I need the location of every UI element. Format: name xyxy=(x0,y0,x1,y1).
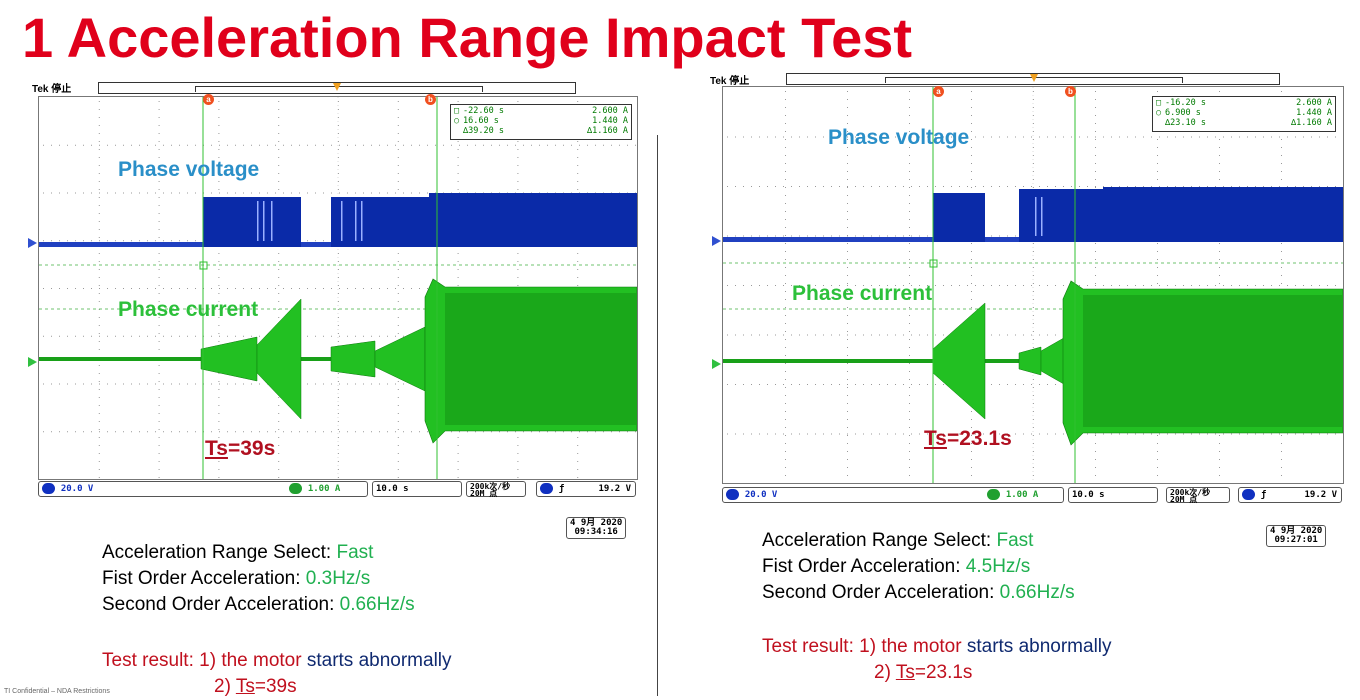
left-test-params: Acceleration Range Select: Fast Fist Ord… xyxy=(102,540,415,618)
ch4-scale: 1.00 A xyxy=(1005,490,1039,500)
trigger-level: 19.2 V xyxy=(1304,490,1337,500)
sample-rate-box[interactable]: 200k次/秒 20M 点 xyxy=(466,481,526,498)
oscilloscope-grid xyxy=(722,86,1344,484)
second-order-line: Second Order Acceleration: 0.66Hz/s xyxy=(102,594,415,615)
ch1-ground-marker[interactable] xyxy=(28,238,37,248)
slide-title: 1 Acceleration Range Impact Test xyxy=(22,6,913,69)
accel-range-line: Acceleration Range Select: Fast xyxy=(102,542,374,563)
timestamp-box: 4 9月 2020 09:34:16 xyxy=(566,517,627,539)
phase-current-label: Phase current xyxy=(118,298,259,321)
ch4-scale: 1.00 A xyxy=(307,484,341,494)
ch4-ground-marker[interactable] xyxy=(28,357,37,367)
ch1-scale: 20.0 V xyxy=(744,490,778,500)
cursor-readout: □ -22.60 s 2.600 A ○ 16.60 s 1.440 A ∆39.20 … xyxy=(450,104,632,140)
accel-range-line: Acceleration Range Select: Fast xyxy=(762,530,1034,551)
right-test-params: Acceleration Range Select: Fast Fist Ord… xyxy=(762,528,1075,606)
left-test-result: Test result: 1) the motor starts abnorma… xyxy=(102,650,452,697)
phase-current-trace xyxy=(723,280,1343,446)
cursor-a-marker xyxy=(929,259,938,268)
phase-voltage-trace xyxy=(39,193,637,247)
cursor-readout: □ -16.20 s 2.600 A ○ 6.900 s 1.440 A ∆23.10 … xyxy=(1152,96,1336,132)
cursor-b-label[interactable]: b xyxy=(425,94,436,105)
ch1-ground-marker[interactable] xyxy=(712,236,721,246)
phase-voltage-label: Phase voltage xyxy=(828,126,970,149)
trigger-slope-icon: ƒ xyxy=(558,484,565,494)
phase-voltage-label: Phase voltage xyxy=(118,158,260,181)
phase-current-label: Phase current xyxy=(792,282,933,305)
cursor-a-label[interactable]: a xyxy=(203,94,214,105)
waveform-display xyxy=(39,97,637,479)
timebase-box[interactable]: 10.0 s xyxy=(1068,487,1158,503)
ch4-badge: 4 xyxy=(987,489,1000,500)
cursor-a-marker xyxy=(199,261,208,270)
trigger-level: 19.2 V xyxy=(598,484,631,494)
record-bar xyxy=(786,73,1280,85)
oscilloscope-grid xyxy=(38,96,638,480)
phase-voltage-trace xyxy=(723,187,1343,242)
trigger-channel-badge: 1 xyxy=(1242,489,1255,500)
waveform-display xyxy=(723,87,1343,483)
scope-status-label: Tek 停止 xyxy=(710,76,750,87)
phase-current-trace xyxy=(39,278,637,444)
first-order-line: Fist Order Acceleration: 4.5Hz/s xyxy=(762,556,1031,577)
second-order-line: Second Order Acceleration: 0.66Hz/s xyxy=(762,582,1075,603)
channel-scale-box[interactable]: 1 20.0 V 4 1.00 A xyxy=(722,487,1064,503)
ch1-badge: 1 xyxy=(726,489,739,500)
cursor-a-label[interactable]: a xyxy=(933,86,944,97)
cursor-b-label[interactable]: b xyxy=(1065,86,1076,97)
record-bar xyxy=(98,82,576,94)
ch1-badge: 1 xyxy=(42,483,55,494)
trigger-channel-badge: 1 xyxy=(540,483,553,494)
ts-annotation: Ts=23.1s xyxy=(924,427,1012,450)
timebase-box[interactable]: 10.0 s xyxy=(372,481,462,497)
ch4-badge: 4 xyxy=(289,483,302,494)
right-test-result: Test result: 1) the motor starts abnorma… xyxy=(762,636,1112,683)
sample-rate-box[interactable]: 200k次/秒 20M 点 xyxy=(1166,487,1230,504)
first-order-line: Fist Order Acceleration: 0.3Hz/s xyxy=(102,568,371,589)
ch4-ground-marker[interactable] xyxy=(712,359,721,369)
ch1-scale: 20.0 V xyxy=(60,484,94,494)
divider xyxy=(657,135,658,696)
scope-status-label: Tek 停止 xyxy=(32,84,72,95)
timestamp-box: 4 9月 2020 09:27:01 xyxy=(1266,525,1327,547)
trigger-slope-icon: ƒ xyxy=(1260,490,1267,500)
footer-note: TI Confidential – NDA Restrictions xyxy=(4,688,110,695)
ts-annotation: Ts=39s xyxy=(205,437,276,460)
channel-scale-box[interactable]: 1 20.0 V 4 1.00 A xyxy=(38,481,368,497)
